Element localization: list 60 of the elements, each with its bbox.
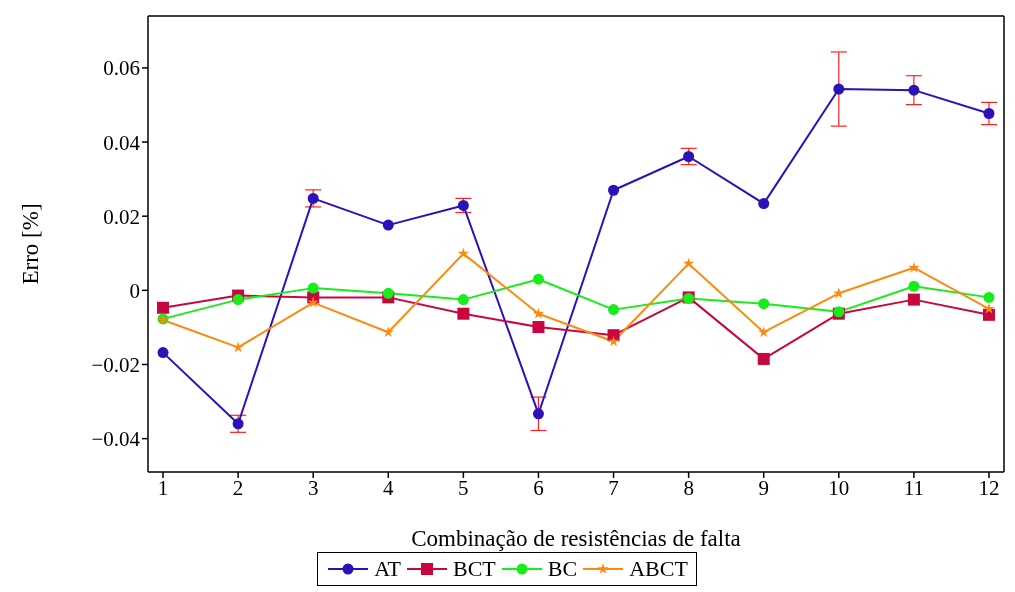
point [758,298,770,310]
y-tick-label: 0 [129,278,140,303]
legend-label: BCT [453,556,496,582]
point [983,302,995,314]
point [983,291,995,303]
x-tick-label: 11 [903,475,925,500]
point [307,192,319,204]
point [607,335,620,347]
x-tick-label: 9 [758,475,769,500]
x-axis-title: Combinação de resistências de falta [411,526,741,551]
point [833,83,845,95]
x-tick-label: 6 [533,475,544,500]
x-tick-label: 5 [458,475,469,500]
point [757,352,770,365]
point [532,307,545,319]
y-tick-label: −0.04 [91,427,141,452]
legend-label: BC [547,556,578,582]
point [457,307,470,320]
point [457,294,469,306]
point [682,257,695,269]
point [382,287,394,299]
x-tick-label: 4 [383,475,395,500]
y-tick-label: 0.02 [103,204,140,229]
point [457,247,470,259]
x-tick-label: 1 [157,475,169,500]
point [307,296,319,308]
point [907,293,920,306]
point [532,321,545,334]
point [382,326,394,338]
legend-label: AT [374,556,402,582]
legend-label: ABCT [629,556,688,582]
point [608,184,620,196]
point [982,308,995,321]
point [232,294,244,306]
point [908,84,920,96]
y-tick-label: 0.04 [103,130,141,155]
x-tick-label: 7 [608,475,619,500]
point [683,151,695,163]
point [758,326,770,338]
point [232,418,244,430]
point [833,287,845,299]
x-tick-label: 2 [232,475,244,500]
point [157,301,170,314]
point [608,304,620,316]
x-tick-label: 10 [828,475,850,500]
y-tick-label: −0.02 [91,352,140,377]
x-tick-label: 8 [683,475,694,500]
point [758,198,770,210]
point [532,408,544,420]
x-tick-label: 12 [978,475,1000,500]
point [157,347,169,359]
y-tick-label: 0.06 [103,56,140,81]
point [908,280,920,292]
point [532,273,544,285]
point [983,108,995,119]
y-axis-title: Erro [%] [18,203,44,285]
point [307,282,319,294]
point [382,219,394,231]
point [908,261,920,273]
x-tick-label: 3 [307,475,319,500]
